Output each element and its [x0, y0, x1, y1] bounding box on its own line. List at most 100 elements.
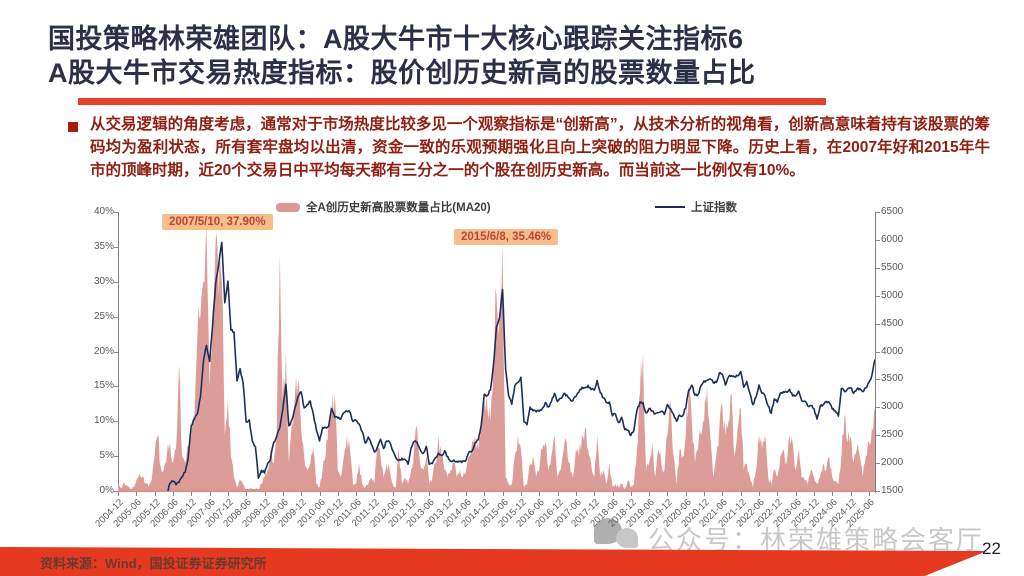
- y-axis-left-tick: [114, 421, 118, 423]
- y-axis-left-label: 0%: [99, 485, 114, 496]
- slide-title-line2: A股大牛市交易热度指标：股价创历史新高的股票数量占比: [48, 58, 756, 88]
- line-legend-swatch-icon: [655, 206, 685, 208]
- x-axis-tick: [777, 492, 779, 496]
- x-axis-tick: [246, 492, 248, 496]
- x-axis-tick: [136, 492, 138, 496]
- y-axis-right-tick: [876, 407, 880, 409]
- y-axis-left-label: 20%: [93, 345, 114, 357]
- x-axis-tick: [722, 492, 724, 496]
- x-axis-tick: [795, 492, 797, 496]
- x-axis-tick: [392, 492, 394, 496]
- x-axis-tick: [282, 492, 284, 496]
- x-axis-tick: [466, 492, 467, 496]
- x-axis-tick: [759, 492, 760, 496]
- y-axis-right-label: 4000: [881, 345, 904, 357]
- y-axis-left-tick: [114, 212, 118, 213]
- x-axis-tick: [356, 492, 358, 496]
- x-axis-tick: [209, 492, 211, 496]
- y-axis-right-tick: [876, 435, 880, 437]
- wechat-icon: [594, 518, 646, 554]
- slide-title: 国投策略林荣雄团队：A股大牛市十大核心跟踪关注指标6 A股大牛市交易热度指标：股…: [48, 22, 756, 90]
- x-axis-tick: [557, 492, 559, 496]
- x-axis-tick: [612, 492, 614, 496]
- x-axis-tick: [704, 492, 706, 496]
- x-axis-tick: [814, 492, 815, 496]
- x-axis-tick: [118, 492, 119, 496]
- y-axis-right-tick: [876, 463, 880, 465]
- x-axis-tick: [172, 492, 174, 496]
- y-axis-left-label: 5%: [99, 450, 114, 462]
- y-axis-left-tick: [114, 386, 118, 388]
- x-axis-tick: [520, 492, 522, 496]
- y-axis-left-tick: [114, 316, 118, 318]
- x-axis-tick: [374, 492, 376, 496]
- y-axis-right-label: 4500: [881, 317, 904, 329]
- x-axis-tick: [191, 492, 193, 496]
- y-axis-left-tick: [114, 456, 118, 458]
- y-axis-left-label: 15%: [93, 380, 114, 392]
- y-axis-left-label: 10%: [93, 415, 114, 427]
- index-line-shape: [167, 241, 875, 491]
- y-axis-right-label: 3500: [881, 373, 904, 385]
- legend-area-label: 全A创历史新高股票数量占比(MA20): [306, 202, 491, 214]
- area-legend-swatch-icon: [276, 202, 300, 212]
- x-axis-tick: [429, 492, 431, 496]
- body-paragraph: 从交易逻辑的角度考虑，通常对于市场热度比较多见一个观察指标是“创新高”，从技术分…: [90, 116, 990, 179]
- y-axis-right-label: 3000: [881, 401, 904, 413]
- x-axis-tick: [667, 492, 669, 496]
- y-axis-left-tick: [114, 491, 118, 492]
- y-axis-left-tick: [114, 246, 118, 248]
- y-axis-right-tick: [876, 267, 880, 269]
- x-axis-tick: [685, 492, 687, 496]
- x-axis-tick: [630, 492, 632, 496]
- x-axis-tick: [227, 492, 229, 496]
- y-axis-left-label: 25%: [93, 310, 114, 322]
- x-axis-tick: [484, 492, 486, 496]
- chart-canvas: [118, 226, 875, 491]
- title-underline: [78, 98, 826, 105]
- y-axis-right-tick: [876, 295, 880, 297]
- bullet-square-icon: [68, 122, 78, 132]
- x-axis-tick: [447, 492, 449, 496]
- y-axis-right-label: 6000: [881, 233, 904, 245]
- y-axis-right-label: 2000: [881, 457, 904, 469]
- right-axis-line: [875, 212, 876, 493]
- legend-area-series: 全A创历史新高股票数量占比(MA20): [276, 199, 491, 215]
- y-axis-right-tick: [876, 351, 880, 353]
- source-text: 资料来源：Wind，国投证券证券研究所: [40, 556, 267, 571]
- y-axis-right-tick: [876, 212, 880, 213]
- left-axis-line: [118, 212, 119, 493]
- y-axis-left-tick: [114, 351, 118, 353]
- y-axis-left-label: 30%: [93, 275, 114, 287]
- y-axis-right-label: 2500: [881, 429, 904, 441]
- x-axis-tick: [301, 492, 303, 496]
- area-series-shape: [118, 226, 875, 491]
- y-axis-left-tick: [114, 281, 118, 283]
- x-axis-tick: [832, 492, 834, 496]
- slide-title-line1: 国投策略林荣雄团队：A股大牛市十大核心跟踪关注指标6: [48, 24, 744, 54]
- x-axis-tick: [575, 492, 577, 496]
- x-axis-tick: [850, 492, 852, 496]
- y-axis-right-label: 5500: [881, 261, 904, 273]
- x-axis-tick: [594, 492, 596, 496]
- x-axis-tick: [740, 492, 742, 496]
- x-axis-tick: [319, 492, 321, 496]
- y-axis-right-label: 5000: [881, 289, 904, 301]
- x-axis-tick: [649, 492, 651, 496]
- y-axis-right-tick: [876, 323, 880, 325]
- x-axis-tick: [868, 492, 870, 496]
- footer-ribbon: [0, 547, 988, 576]
- legend-line-label: 上证指数: [691, 202, 737, 214]
- x-axis-tick: [337, 492, 339, 496]
- y-axis-right-tick: [876, 239, 880, 241]
- x-axis-tick: [264, 492, 266, 496]
- annotation-2007-peak: 2007/5/10, 37.90%: [162, 214, 273, 230]
- y-axis-right-label: 1500: [881, 485, 904, 496]
- legend-line-series: 上证指数: [655, 199, 737, 215]
- y-axis-left-label: 35%: [93, 240, 114, 252]
- x-axis-tick: [502, 492, 504, 496]
- y-axis-right-tick: [876, 491, 880, 492]
- annotation-2015-peak: 2015/6/8, 35.46%: [454, 229, 559, 245]
- page-number: 22: [982, 539, 1001, 558]
- x-axis-tick: [154, 492, 156, 496]
